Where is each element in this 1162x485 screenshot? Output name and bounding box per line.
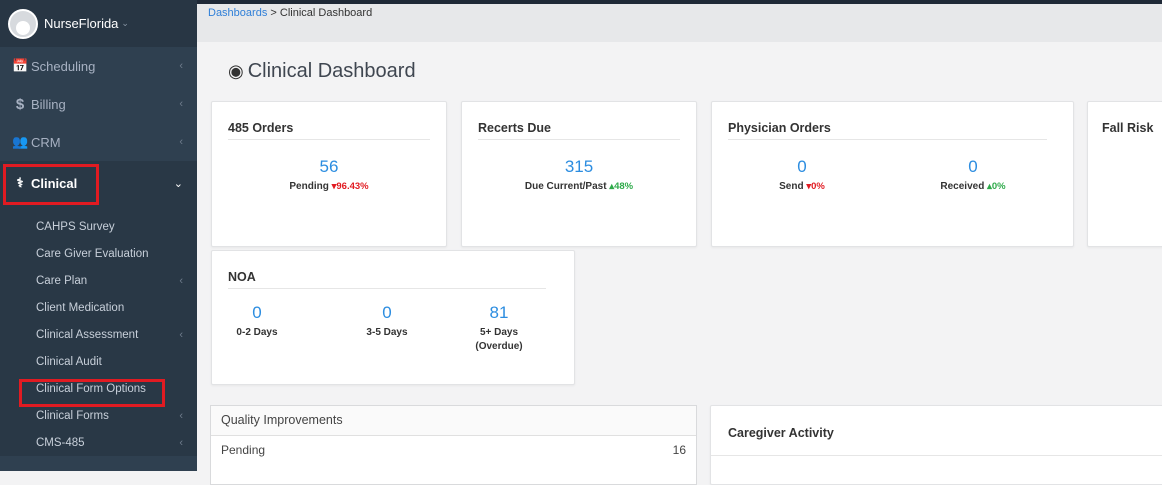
highlight-box-clinical-form-options [19, 379, 165, 407]
metric-physician-send[interactable]: 0 Send ▾0% [779, 157, 825, 192]
submenu-item-care-plan[interactable]: Care Plan ‹ [36, 274, 183, 287]
sidebar: NurseFlorida ⌄ 📅 Scheduling ‹ $ Billing … [0, 0, 197, 471]
card-physician-orders: Physician Orders 0 Send ▾0% 0 Received ▴… [711, 101, 1074, 247]
dollar-icon: $ [15, 95, 25, 113]
sidebar-item-scheduling[interactable]: 📅 Scheduling ‹ [12, 58, 183, 74]
table-row[interactable]: Pending 16 [221, 443, 686, 457]
top-strip [0, 0, 1162, 4]
sidebar-item-crm[interactable]: 👥 CRM ‹ [12, 134, 183, 150]
chevron-left-icon: ‹ [179, 409, 183, 422]
caret-up-icon: ▴ [987, 181, 992, 192]
panel-title: Quality Improvements [211, 406, 696, 436]
submenu-item-clinical-audit[interactable]: Clinical Audit [36, 355, 102, 368]
chevron-down-icon: ⌄ [173, 177, 183, 190]
metric-physician-received[interactable]: 0 Received ▴0% [940, 157, 1006, 192]
breadcrumb: Dashboards > Clinical Dashboard [197, 4, 1162, 42]
metric-noa-5-plus-days[interactable]: 81 5+ Days (Overdue) [475, 303, 523, 352]
panel-quality-improvements: Quality Improvements Pending 16 [210, 405, 697, 485]
chevron-left-icon: ‹ [179, 436, 183, 449]
breadcrumb-current: Clinical Dashboard [279, 7, 373, 19]
metric-485-pending[interactable]: 56 Pending ▾96.43% [289, 157, 369, 192]
caret-down-icon: ▾ [806, 181, 812, 192]
chevron-left-icon: ‹ [179, 274, 183, 287]
chevron-left-icon: ‹ [179, 98, 183, 110]
submenu-item-clinical-forms[interactable]: Clinical Forms ‹ [36, 409, 183, 422]
submenu-item-cms-485[interactable]: CMS-485 ‹ [36, 436, 183, 449]
username: NurseFlorida [44, 16, 119, 31]
chevron-left-icon: ‹ [179, 328, 183, 341]
card-noa: NOA 0 0-2 Days 0 3-5 Days 81 5+ Days (Ov… [211, 250, 575, 385]
submenu-item-clinical-assessment[interactable]: Clinical Assessment ‹ [36, 328, 183, 341]
metric-noa-3-5-days[interactable]: 0 3-5 Days [366, 303, 408, 338]
chevron-left-icon: ‹ [179, 136, 183, 148]
submenu-item-cahps-survey[interactable]: CAHPS Survey [36, 220, 115, 233]
metric-recerts-due[interactable]: 315 Due Current/Past ▴48% [524, 157, 634, 192]
users-icon: 👥 [12, 134, 29, 149]
card-485-orders: 485 Orders 56 Pending ▾96.43% [211, 101, 447, 247]
avatar [8, 8, 38, 39]
user-profile[interactable]: NurseFlorida ⌄ [0, 0, 197, 47]
caret-down-icon: ▾ [331, 181, 337, 192]
submenu-item-client-medication[interactable]: Client Medication [36, 301, 125, 314]
user-md-icon: ⚕ [16, 175, 24, 190]
card-fall-risk: Fall Risk [1087, 101, 1162, 247]
chevron-down-icon: ⌄ [121, 18, 129, 28]
page-title: ◉ Clinical Dashboard [228, 60, 416, 82]
dashboard-icon: ◉ [228, 61, 244, 81]
calendar-plus-icon: 📅 [12, 58, 29, 73]
highlight-box-clinical [3, 164, 99, 205]
panel-caregiver-activity: Caregiver Activity [710, 405, 1162, 485]
breadcrumb-link-dashboards[interactable]: Dashboards [208, 7, 268, 19]
submenu-item-clinical-form-options[interactable]: Clinical Form Options [36, 382, 146, 395]
metric-noa-0-2-days[interactable]: 0 0-2 Days [236, 303, 278, 338]
clinical-submenu: CAHPS Survey Care Giver Evaluation Care … [0, 205, 197, 456]
caret-up-icon: ▴ [609, 181, 615, 192]
chevron-left-icon: ‹ [179, 60, 183, 72]
sidebar-item-billing[interactable]: $ Billing ‹ [0, 85, 197, 123]
submenu-item-care-giver-evaluation[interactable]: Care Giver Evaluation [36, 247, 149, 260]
card-recerts-due: Recerts Due 315 Due Current/Past ▴48% [461, 101, 697, 247]
